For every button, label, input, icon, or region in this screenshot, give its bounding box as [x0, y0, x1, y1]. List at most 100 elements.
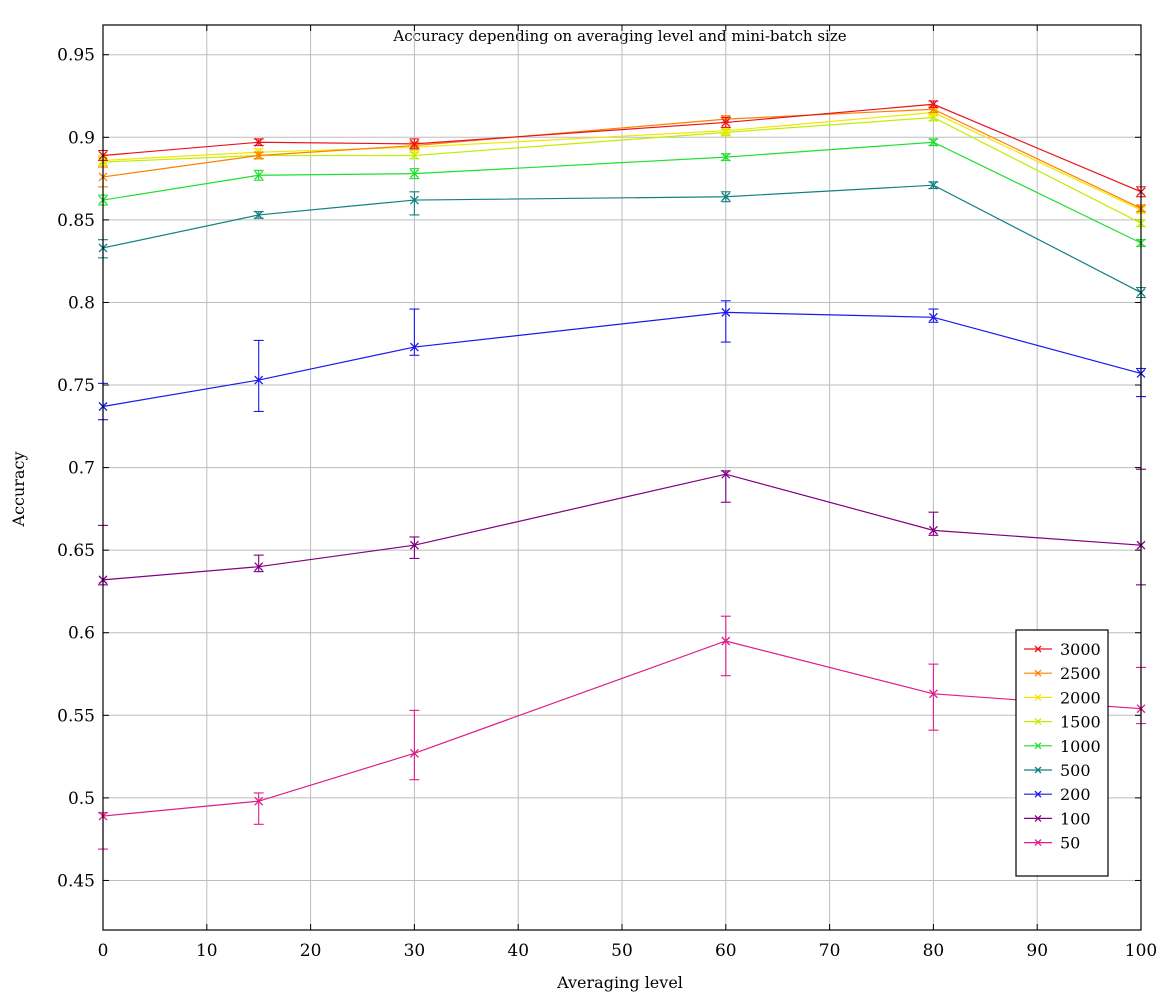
- data-point: [254, 210, 264, 220]
- legend-entry-50: 50: [1024, 834, 1080, 853]
- error-bar: [253, 554, 264, 573]
- series-line: [102, 141, 1142, 244]
- x-axis-label: Averaging level: [556, 973, 683, 992]
- y-tick-label: 0.95: [57, 46, 95, 66]
- legend-entry-100: 100: [1024, 809, 1091, 828]
- chart-title: Accuracy depending on averaging level an…: [392, 27, 846, 45]
- data-point: [409, 169, 419, 179]
- y-tick-label: 0.8: [68, 293, 95, 313]
- legend-label: 50: [1060, 834, 1080, 853]
- legend-entry-2000: 2000: [1024, 688, 1101, 707]
- legend-entry-1500: 1500: [1024, 713, 1101, 732]
- legend-label: 500: [1060, 761, 1091, 780]
- x-tick-label: 50: [611, 941, 633, 961]
- legend-label: 2000: [1060, 688, 1101, 707]
- data-point: [409, 151, 419, 160]
- data-point: [254, 562, 264, 572]
- data-point: [409, 748, 419, 758]
- legend: 3000 2500 2000 1500 1000 500 200 100 50: [1015, 629, 1109, 877]
- data-point: [928, 525, 938, 535]
- series-line: [102, 311, 1142, 408]
- data-point: [254, 151, 264, 160]
- data-point: [721, 636, 731, 646]
- y-tick-label: 0.9: [68, 128, 95, 148]
- data-point: [928, 99, 938, 109]
- error-bar: [928, 663, 939, 731]
- plot-area-frame: [102, 24, 1142, 931]
- data-point: [721, 192, 731, 202]
- x-tick-label: 90: [1026, 941, 1048, 961]
- error-bar: [720, 615, 731, 677]
- data-point: [1034, 839, 1042, 847]
- data-point: [1034, 669, 1042, 677]
- y-tick-label: 0.75: [57, 376, 95, 396]
- x-tick-label: 10: [196, 941, 218, 961]
- y-tick-label: 0.6: [68, 624, 95, 644]
- data-point: [928, 312, 938, 322]
- data-point: [254, 796, 264, 806]
- legend-label: 3000: [1060, 640, 1101, 659]
- series-line: [102, 640, 1142, 817]
- data-point: [1034, 645, 1042, 653]
- x-tick-label: 70: [819, 941, 841, 961]
- data-point: [409, 195, 419, 205]
- data-point: [1034, 814, 1042, 822]
- legend-label: 1000: [1060, 737, 1101, 756]
- tick-labels: 0 10 20 30 40 50 60 70 80 90 100 0.45 0.5 0.55 0.6 0.65…: [57, 46, 1157, 961]
- data-series: [98, 99, 1146, 850]
- x-tick-label: 30: [404, 941, 426, 961]
- error-bar: [253, 339, 264, 412]
- series-line: [102, 111, 1142, 211]
- data-point: [409, 139, 419, 149]
- legend-entry-3000: 3000: [1024, 640, 1101, 659]
- data-point: [721, 469, 731, 479]
- legend-entry-1000: 1000: [1024, 737, 1101, 756]
- data-point: [1034, 766, 1042, 774]
- x-tick-label: 0: [98, 941, 109, 961]
- series-line: [102, 108, 1142, 209]
- y-axis-label: Accuracy: [9, 452, 28, 528]
- x-tick-label: 60: [715, 941, 737, 961]
- legend-label: 2500: [1060, 664, 1101, 683]
- series-line: [102, 184, 1142, 294]
- data-point: [409, 540, 419, 550]
- error-bar: [253, 792, 264, 825]
- data-point: [721, 117, 731, 127]
- y-tick-label: 0.65: [57, 541, 95, 561]
- data-point: [721, 126, 731, 136]
- data-point: [409, 342, 419, 352]
- series-line: [102, 103, 1142, 193]
- x-tick-label: 40: [507, 941, 529, 961]
- legend-entry-500: 500: [1024, 761, 1091, 780]
- series-line: [102, 473, 1142, 581]
- y-tick-label: 0.85: [57, 211, 95, 231]
- data-point: [721, 307, 731, 317]
- data-point: [1034, 742, 1042, 750]
- data-point: [1034, 693, 1042, 701]
- error-bar: [928, 511, 939, 536]
- data-point: [928, 180, 938, 190]
- y-tick-label: 0.55: [57, 706, 95, 726]
- data-point: [254, 137, 264, 147]
- x-tick-label: 80: [923, 941, 945, 961]
- data-point: [721, 152, 731, 162]
- y-tick-label: 0.5: [68, 789, 95, 809]
- error-bar: [409, 536, 420, 559]
- error-bar: [409, 191, 420, 216]
- error-bar: [928, 308, 939, 323]
- data-point: [1034, 718, 1042, 726]
- legend-label: 1500: [1060, 713, 1101, 732]
- y-tick-label: 0.45: [57, 871, 95, 891]
- data-point: [928, 689, 938, 699]
- legend-box: [1015, 629, 1109, 877]
- error-bar: [409, 709, 420, 781]
- error-bar: [720, 300, 731, 343]
- x-tick-label: 100: [1125, 941, 1157, 961]
- legend-label: 100: [1060, 809, 1091, 828]
- data-point: [1034, 790, 1042, 798]
- y-tick-label: 0.7: [68, 459, 95, 479]
- legend-entry-2500: 2500: [1024, 664, 1101, 683]
- data-point: [254, 170, 264, 180]
